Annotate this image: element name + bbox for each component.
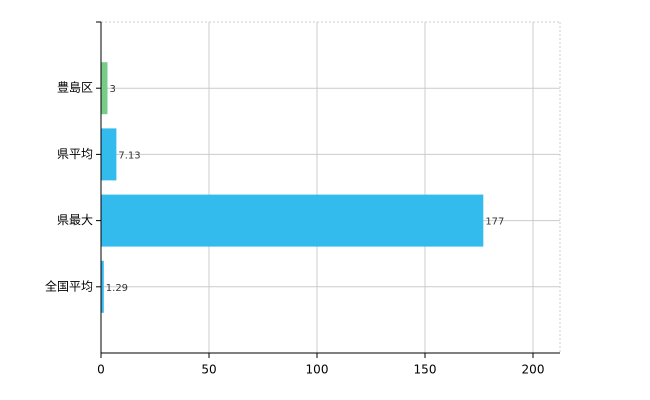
y-tick-label: 県平均 — [57, 147, 93, 161]
x-tick-label: 50 — [201, 363, 216, 377]
x-tick-label: 200 — [522, 363, 545, 377]
bar — [101, 128, 117, 181]
y-tick-label: 県最大 — [57, 213, 93, 227]
bar — [101, 62, 108, 115]
x-tick-label: 150 — [414, 363, 437, 377]
bar — [101, 194, 484, 247]
bar — [101, 260, 104, 313]
value-label: 3 — [109, 84, 115, 95]
x-tick-label: 0 — [97, 363, 105, 377]
value-label: 1.29 — [106, 283, 128, 294]
y-tick-label: 全国平均 — [45, 278, 93, 293]
y-tick-label: 豊島区 — [57, 80, 93, 95]
value-label: 7.13 — [118, 150, 140, 161]
x-tick-label: 100 — [306, 363, 329, 377]
value-label: 177 — [485, 217, 504, 228]
